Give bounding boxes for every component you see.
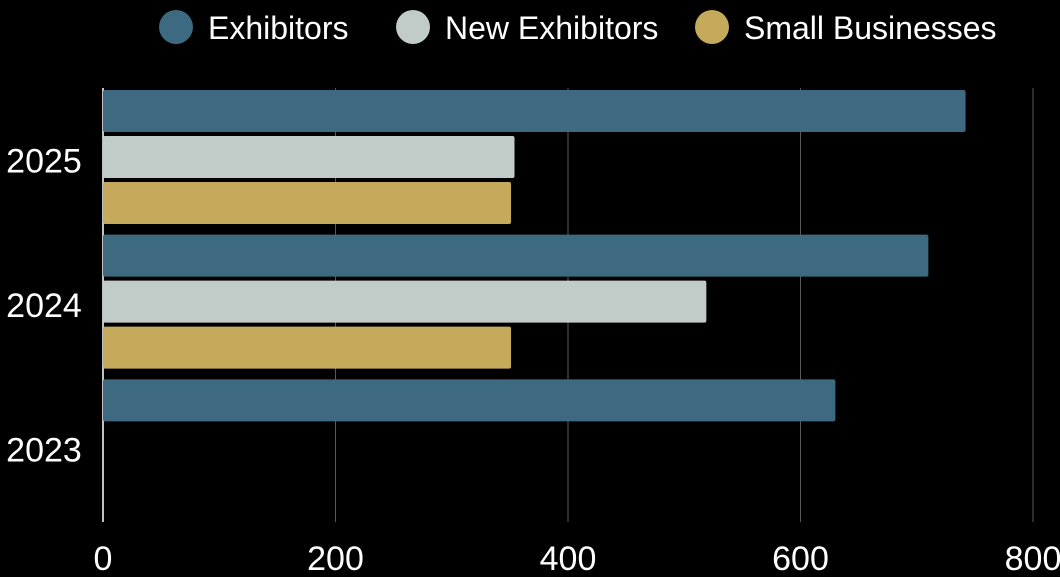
legend-swatch [695, 10, 729, 44]
bar-2024-new-exhibitors [103, 280, 707, 323]
x-tick-label: 0 [94, 540, 113, 577]
legend-label: Exhibitors [208, 10, 349, 46]
bar-2025-small-businesses [103, 182, 512, 224]
y-axis-labels: 2025 2024 2023 [6, 142, 82, 469]
legend: Exhibitors New Exhibitors Small Businesses [159, 10, 997, 46]
x-tick-label: 800 [1005, 540, 1060, 577]
legend-label: Small Businesses [744, 10, 997, 46]
bar-2024-small-businesses [103, 326, 512, 369]
y-category-label: 2023 [6, 432, 82, 470]
y-category-label: 2025 [6, 142, 82, 180]
x-axis-labels: 0 200 400 600 800 [94, 540, 1060, 577]
legend-label: New Exhibitors [445, 10, 658, 46]
bar-2023-exhibitors [103, 379, 836, 422]
x-tick-label: 600 [772, 540, 829, 577]
legend-swatch [159, 10, 193, 44]
bar-2024-exhibitors [103, 234, 929, 277]
x-tick-label: 400 [540, 540, 597, 577]
y-category-label: 2024 [6, 287, 82, 325]
bar-2025-exhibitors [103, 90, 966, 132]
legend-swatch [396, 10, 430, 44]
bars [103, 90, 966, 422]
x-tick-label: 200 [307, 540, 364, 577]
bar-2025-new-exhibitors [103, 136, 515, 178]
